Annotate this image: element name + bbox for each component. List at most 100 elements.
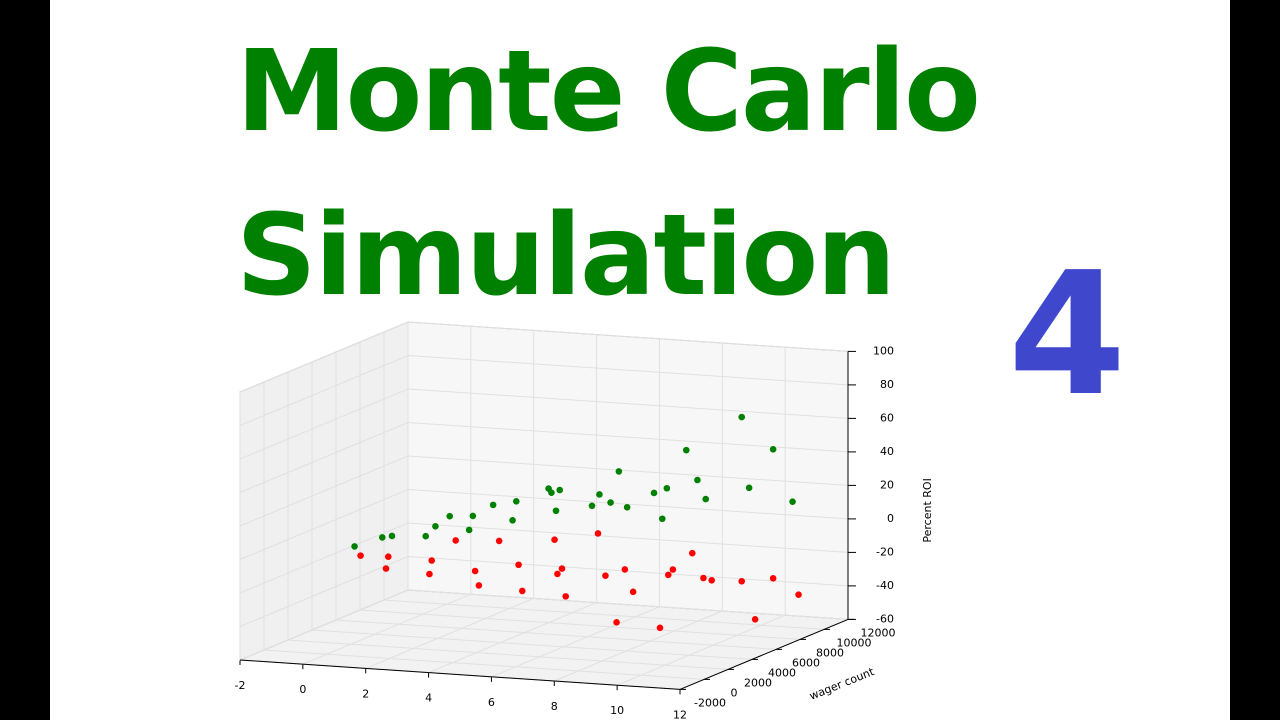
grid-line [239,388,849,460]
point [562,593,570,600]
x-tick-label: 6 [488,696,495,709]
point [700,574,707,582]
x-tick-label: 4 [425,692,432,705]
x-tick-label: 10 [610,704,624,717]
point [621,566,629,573]
point [702,495,710,503]
y-tick-label: -2000 [694,696,726,709]
point [615,468,623,475]
y-tick-label: 12000 [861,626,896,639]
point [475,582,483,589]
point [426,570,433,578]
x-tick-label: 0 [299,683,306,696]
x-tick-label: 2 [362,687,369,700]
point [602,572,609,579]
z-tick-label: -20 [876,545,894,558]
y-tick-label: 2000 [744,676,772,689]
point [745,484,753,492]
point [382,565,390,572]
z-tick-label: -60 [876,612,894,625]
grid-line [239,421,849,493]
z-tick-label: -40 [876,579,894,592]
grid-line [239,354,849,426]
point [556,486,564,494]
point [552,507,560,515]
axis-line [679,618,849,690]
title-line: Monte Carlo [236,27,981,157]
point [623,503,631,511]
y-tick-label: 8000 [816,646,844,659]
point [738,413,746,421]
point [613,619,620,626]
point [518,587,526,595]
point [594,530,602,537]
point [452,537,460,544]
point [588,502,596,510]
x-tick-label: 12 [673,708,687,720]
point [751,616,759,623]
x-tick-label: 8 [551,700,558,713]
point [495,537,503,545]
point [658,515,666,523]
z-axis-label: Percent ROI [921,478,934,542]
point [669,566,677,573]
z-tick-label: 0 [887,512,894,525]
point [548,489,555,496]
point [515,561,522,569]
point [378,534,386,541]
point [629,588,637,596]
grid-line [239,321,849,393]
z-tick-label: 80 [880,378,894,391]
x-tick-label: -2 [235,679,246,692]
point [664,571,672,579]
point [688,549,696,557]
point [446,512,454,520]
point [795,591,802,598]
grid-line [239,589,849,661]
grid-line [239,488,849,560]
point [388,532,396,540]
y-axis-label: wager count [808,665,877,703]
point [384,553,392,560]
point [357,552,364,559]
point [465,526,473,534]
point [489,501,497,509]
point [769,575,777,582]
point [596,491,603,498]
y-tick-label: 6000 [792,656,820,669]
point [708,577,716,584]
point [432,523,439,530]
point [738,577,746,585]
z-tick-label: 40 [880,445,894,458]
point [656,624,664,632]
grid-line [239,522,849,594]
point [769,446,777,453]
grid-line [239,455,849,527]
z-tick-label: 20 [880,478,894,491]
point [469,512,477,520]
point [509,517,516,524]
point [512,497,520,505]
point [607,499,614,506]
point [422,532,430,540]
point [682,446,690,454]
point [554,570,561,578]
axis-line [239,659,681,690]
title-line: Simulation [236,191,896,321]
point [789,498,796,505]
y-tick-label: 0 [731,686,738,699]
point [551,536,558,543]
point [650,489,658,497]
point [694,476,701,484]
point [663,484,671,492]
point [351,543,358,550]
point [428,557,436,564]
y-tick-label: 4000 [768,666,796,679]
z-tick-label: 100 [873,344,894,357]
point [471,567,479,575]
episode-number: 4 [1008,236,1126,434]
z-tick-label: 60 [880,411,894,424]
point [558,565,566,572]
